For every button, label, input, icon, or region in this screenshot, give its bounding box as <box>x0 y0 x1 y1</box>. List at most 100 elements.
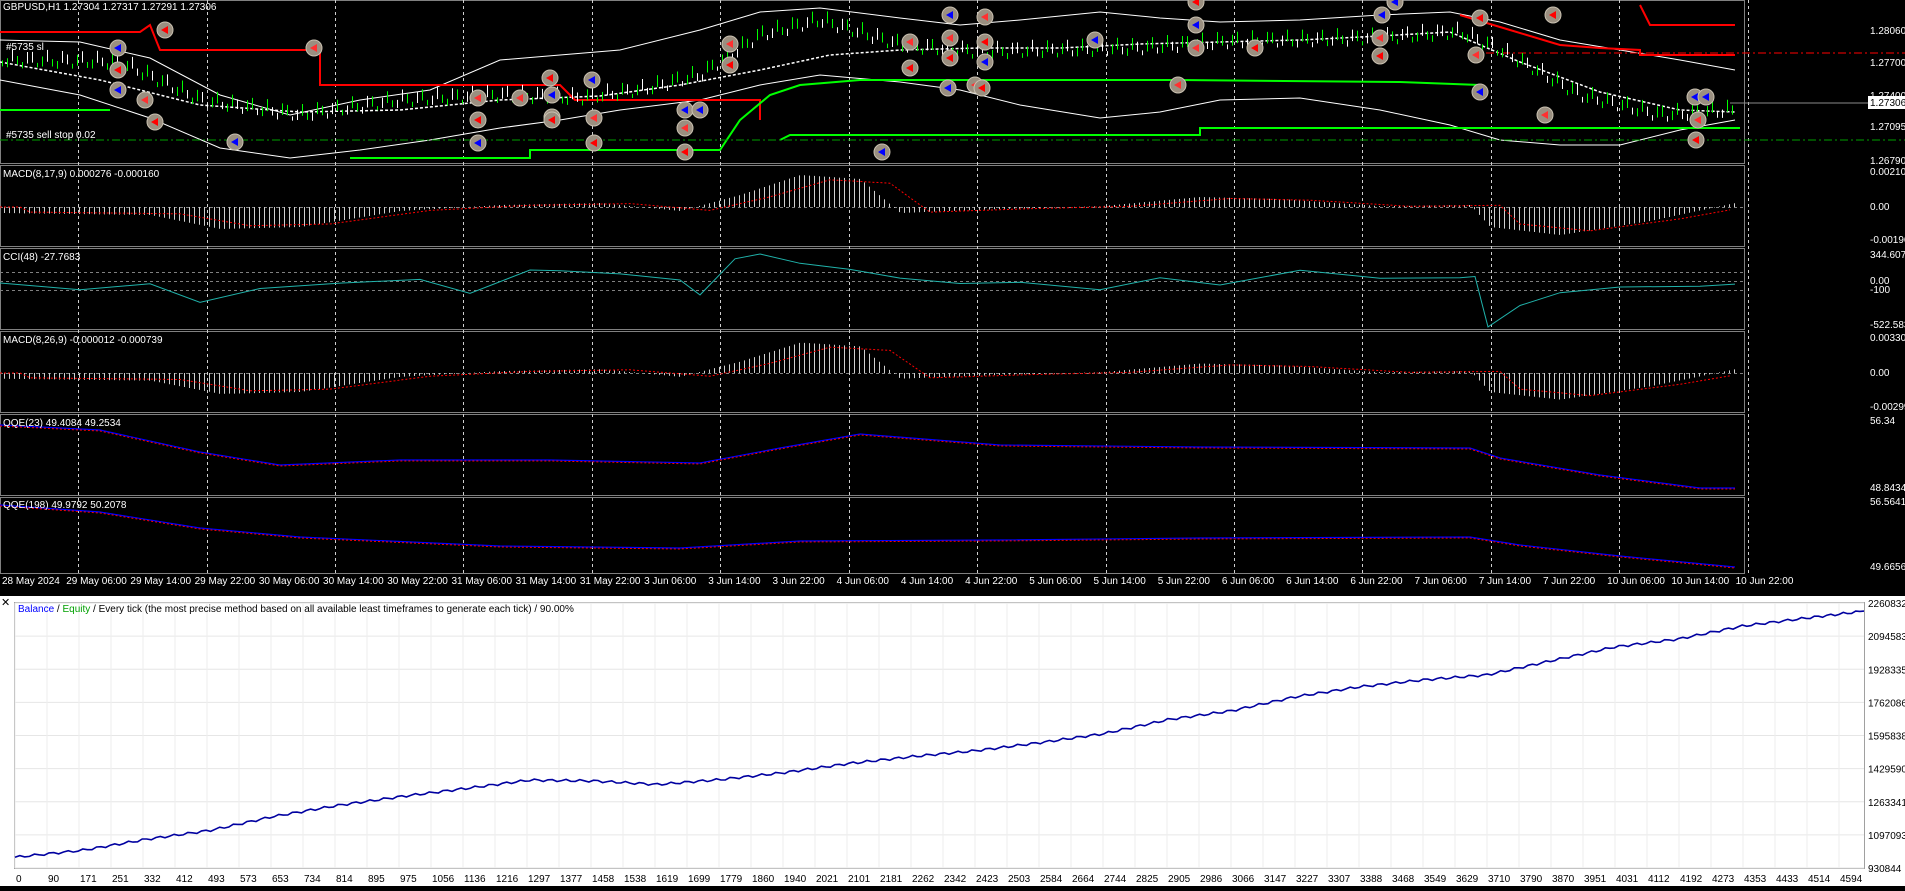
qqe1-line-a <box>0 424 1735 489</box>
tester-x-label: 3870 <box>1552 874 1575 885</box>
trade-arrow-icon <box>981 13 988 21</box>
indicator-axis-label: 48.8434 <box>1870 483 1905 494</box>
time-tick-label: 4 Jun 14:00 <box>901 576 954 587</box>
indicator-axis-label: -0.00196 <box>1870 235 1905 246</box>
time-tick-label: 30 May 06:00 <box>259 576 320 587</box>
time-tick-label: 7 Jun 14:00 <box>1479 576 1532 587</box>
time-tick-label: 4 Jun 06:00 <box>837 576 890 587</box>
indicator-axis-label: 56.5641 <box>1870 497 1905 508</box>
tester-x-label: 1297 <box>528 874 551 885</box>
tester-x-label: 4112 <box>1648 874 1670 885</box>
trade-arrow-icon <box>548 91 555 99</box>
cci-panel[interactable]: CCI(48) -27.7683 <box>0 252 1736 328</box>
tester-x-label: 573 <box>240 874 257 885</box>
qqe2-line-a <box>0 504 1736 568</box>
strategy-tester-graph[interactable]: 2260832 2094583 1928335 1762086 1595838 14295… <box>0 596 1905 886</box>
trade-markers[interactable] <box>109 0 1715 161</box>
indicator-axis-label: 0.00 <box>1870 368 1890 379</box>
legend-balance: Balance <box>18 604 55 615</box>
time-tick-label: 5 Jun 22:00 <box>1158 576 1211 587</box>
trade-arrow-icon <box>681 106 688 114</box>
trade-arrow-icon <box>906 64 913 72</box>
panel-frames <box>0 0 1745 574</box>
macd-8-26-9-panel[interactable]: MACD(8,26,9) -0.000012 -0.000739 <box>0 335 1735 400</box>
trade-arrow-icon <box>906 38 913 46</box>
trade-arrow-icon <box>944 84 951 92</box>
current-price-label: 1.27306 <box>1870 98 1905 109</box>
trade-arrow-icon <box>1702 93 1709 101</box>
legend-mode: / Every tick (the most precise method ba… <box>90 604 574 615</box>
trade-arrow-icon <box>1692 136 1699 144</box>
time-tick-label: 3 Jun 22:00 <box>772 576 825 587</box>
tester-x-label: 1056 <box>432 874 455 885</box>
tester-x-label: 2664 <box>1072 874 1095 885</box>
tester-x-label: 4514 <box>1808 874 1831 885</box>
horizontal-gridlines <box>0 207 1744 374</box>
tester-y-label: 930844 <box>1868 864 1902 875</box>
indicator-axis-label: -0.00299 <box>1870 402 1905 413</box>
tester-x-label: 3710 <box>1488 874 1511 885</box>
tester-x-axis: 0 90 171 251 332 412 493 573 653 734 814 895 975 1056… <box>16 874 1863 885</box>
cci-line <box>0 253 1736 328</box>
time-tick-label: 29 May 14:00 <box>130 576 191 587</box>
tester-x-label: 2423 <box>976 874 999 885</box>
trade-arrow-icon <box>1378 11 1385 19</box>
tester-x-label: 2986 <box>1200 874 1223 885</box>
time-tick-label: 29 May 06:00 <box>66 576 127 587</box>
tester-y-label: 1429590 <box>1868 765 1905 776</box>
qqe-23-panel[interactable]: QQE(23) 49.4084 49.2534 <box>0 418 1735 490</box>
trade-arrow-icon <box>1192 21 1199 29</box>
tester-x-label: 4192 <box>1680 874 1703 885</box>
time-axis: 28 May 2024 29 May 06:00 29 May 14:00 29 Ma… <box>2 576 1794 587</box>
tester-y-label: 2094583 <box>1868 632 1905 643</box>
trade-marker-icon[interactable] <box>1187 0 1205 11</box>
tester-x-label: 1860 <box>752 874 775 885</box>
time-tick-label: 6 Jun 14:00 <box>1286 576 1339 587</box>
qqe1-title: QQE(23) 49.4084 49.2534 <box>3 418 121 429</box>
tester-x-label: 895 <box>368 874 385 885</box>
trade-marker-icon[interactable] <box>1386 0 1404 11</box>
tester-x-label: 2342 <box>944 874 967 885</box>
trade-arrow-icon <box>946 11 953 19</box>
trade-arrow-icon <box>681 124 688 132</box>
macd2-title: MACD(8,26,9) -0.000012 -0.000739 <box>3 335 163 346</box>
tester-x-label: 1216 <box>496 874 519 885</box>
trade-arrow-icon <box>474 94 481 102</box>
tester-x-label: 4031 <box>1616 874 1639 885</box>
trade-arrow-icon <box>1174 81 1181 89</box>
green-trailing-line-2 <box>779 127 1740 141</box>
macd1-signal-line <box>0 179 1731 232</box>
tester-x-label: 2181 <box>880 874 903 885</box>
trade-arrow-icon <box>546 74 553 82</box>
main-price-panel[interactable]: GBPUSD,H1 1.27304 1.27317 1.27291 1.2730… <box>0 0 1905 161</box>
legend-sep: / <box>54 604 63 615</box>
tester-x-label: 3790 <box>1520 874 1543 885</box>
time-tick-label: 5 Jun 14:00 <box>1094 576 1147 587</box>
time-tick-label: 10 Jun 14:00 <box>1671 576 1729 587</box>
trade-arrow-icon <box>978 84 985 92</box>
trade-arrow-icon <box>161 26 168 34</box>
macd-8-17-9-panel[interactable]: MACD(8,17,9) 0.000276 -0.000160 <box>0 169 1735 235</box>
trade-arrow-icon <box>548 116 555 124</box>
close-icon[interactable]: ✕ <box>1 596 11 609</box>
tester-x-label: 1377 <box>560 874 583 885</box>
legend-equity: Equity <box>62 604 91 615</box>
tester-x-label: 4594 <box>1840 874 1863 885</box>
qqe-198-panel[interactable]: QQE(198) 49.9792 50.2078 <box>0 500 1736 569</box>
macd2-signal-line <box>0 346 1731 397</box>
trade-arrow-icon <box>1376 52 1383 60</box>
time-tick-label: 30 May 22:00 <box>387 576 448 587</box>
tester-x-label: 2503 <box>1008 874 1031 885</box>
macd2-histogram <box>4 342 1735 400</box>
trade-arrow-icon <box>981 38 988 46</box>
trade-arrow-icon <box>114 44 121 52</box>
trade-arrow-icon <box>231 138 238 146</box>
time-tick-label: 6 Jun 22:00 <box>1350 576 1403 587</box>
trade-arrow-icon <box>696 106 703 114</box>
balance-line <box>14 610 1865 858</box>
trade-arrow-icon <box>1091 36 1098 44</box>
bollinger-lower <box>0 74 1736 159</box>
tester-x-label: 1458 <box>592 874 615 885</box>
price-chart[interactable]: GBPUSD,H1 1.27304 1.27317 1.27291 1.2730… <box>0 0 1905 590</box>
tester-x-label: 814 <box>336 874 353 885</box>
